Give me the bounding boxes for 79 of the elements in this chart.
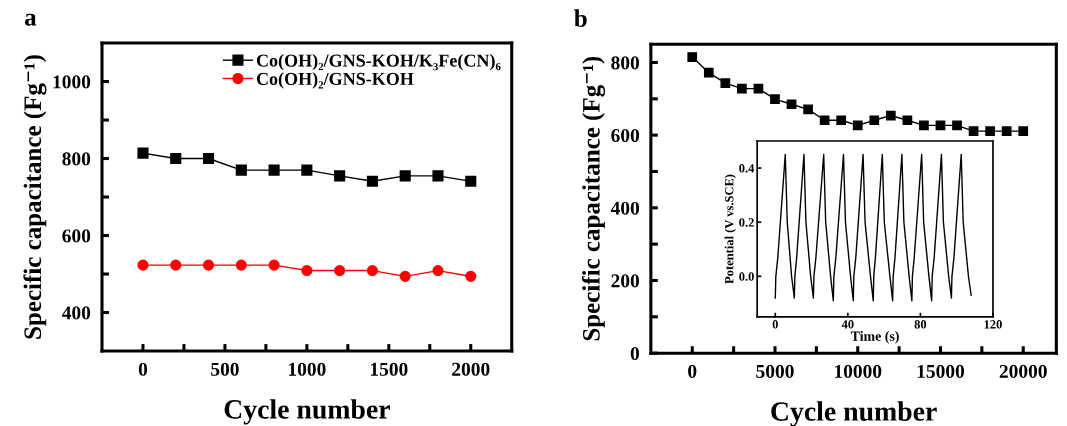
point <box>465 175 477 187</box>
point <box>819 115 830 126</box>
x-tick-label: 120 <box>984 320 1002 329</box>
point <box>985 126 995 137</box>
point <box>935 120 946 131</box>
chart-title: a <box>24 13 37 26</box>
point <box>432 265 444 277</box>
y-tick-label: 600 <box>611 128 640 143</box>
point <box>137 147 149 159</box>
x-tick-label: 5000 <box>756 364 794 378</box>
point <box>366 175 378 187</box>
x-tick-label: 0 <box>138 362 148 376</box>
point <box>952 120 962 131</box>
legend-label: Co(OH)₂/GNS-KOH/K₃Fe(CN)₆ <box>256 53 501 71</box>
point <box>1018 126 1029 137</box>
point <box>202 259 215 271</box>
point <box>268 259 280 271</box>
point <box>703 67 714 78</box>
y-tick-label: 0.2 <box>739 218 754 227</box>
x-tick-label: 10000 <box>834 364 882 378</box>
point <box>902 115 913 126</box>
y-tick-label: 800 <box>62 152 91 166</box>
point <box>465 270 477 282</box>
point <box>301 164 313 176</box>
point <box>399 270 411 282</box>
point <box>268 164 280 176</box>
x-tick-label: 0 <box>688 364 697 378</box>
x-tick-label: 500 <box>211 362 239 376</box>
point <box>786 99 797 110</box>
x-axis-title: Cycle number <box>771 401 937 426</box>
y-axis-title: Specific capacitance (Fg⁻¹) <box>581 56 606 341</box>
x-axis-title: Time (s) <box>850 331 899 344</box>
point <box>170 259 182 271</box>
x-tick-label: 15000 <box>917 364 965 378</box>
x-tick-label: 2000 <box>452 362 490 376</box>
point <box>737 83 747 94</box>
point <box>803 104 813 115</box>
x-tick-label: 40 <box>841 320 854 329</box>
x-axis-title: Cycle number <box>224 399 390 425</box>
point <box>235 164 247 176</box>
point <box>334 170 346 182</box>
point <box>235 259 247 271</box>
x-tick-label: 1500 <box>370 362 408 376</box>
point <box>366 265 378 277</box>
point <box>202 152 215 165</box>
line-series <box>774 153 972 302</box>
x-tick-label: 20000 <box>999 364 1047 378</box>
y-tick-label: 800 <box>611 56 640 70</box>
x-tick-label: 1000 <box>288 362 326 376</box>
y-tick-label: 400 <box>61 306 91 320</box>
point <box>687 52 698 62</box>
y-tick-label: 0.0 <box>739 272 754 281</box>
x-tick-label: 80 <box>914 320 927 329</box>
point <box>137 259 149 271</box>
point <box>399 170 411 182</box>
point <box>968 126 979 137</box>
x-tick-label: 0 <box>772 320 778 329</box>
point <box>770 94 780 105</box>
y-axis-title: Potential (V vs.SCE) <box>724 174 736 284</box>
y-tick-label: 400 <box>610 201 640 215</box>
point <box>334 265 346 277</box>
y-tick-label: 0 <box>630 346 640 361</box>
y-tick-label: 1000 <box>53 75 91 89</box>
point <box>885 110 896 121</box>
point <box>852 120 863 131</box>
chart-title: b <box>574 9 587 27</box>
y-tick-label: 200 <box>611 274 640 288</box>
point <box>1001 126 1012 137</box>
point <box>720 78 731 89</box>
point <box>836 115 847 126</box>
point <box>432 170 444 182</box>
y-tick-label: 0.4 <box>739 164 755 173</box>
point <box>170 152 182 165</box>
point <box>869 115 880 126</box>
y-tick-label: 600 <box>62 229 91 243</box>
point <box>301 265 313 277</box>
legend-label: Co(OH)₂/GNS-KOH <box>256 72 414 89</box>
point <box>919 120 929 131</box>
y-axis-title: Specific capacitance (Fg⁻¹) <box>23 55 47 339</box>
